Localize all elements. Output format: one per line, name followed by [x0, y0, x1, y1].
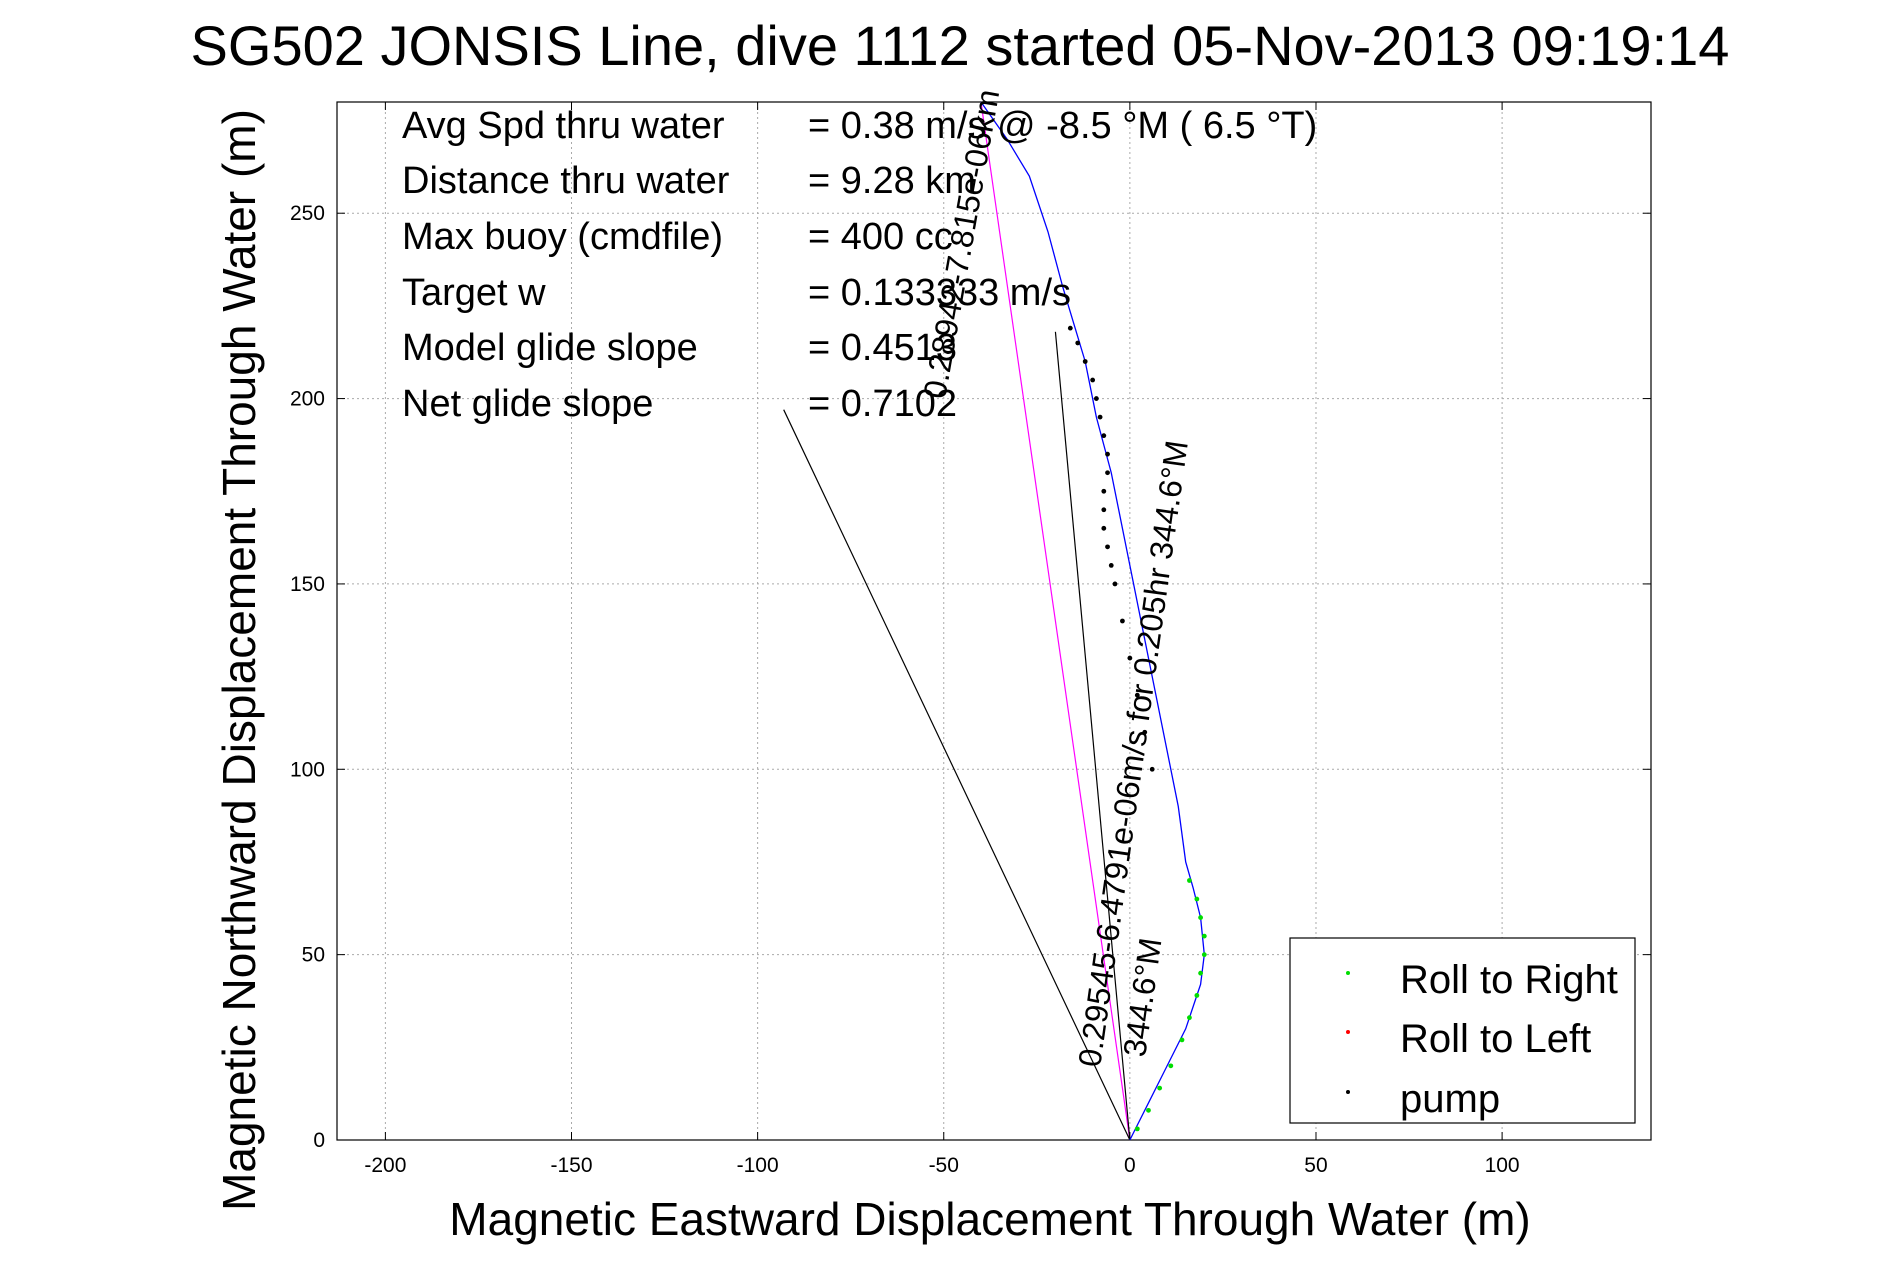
stat-value-net-slope: = 0.7102: [808, 383, 957, 425]
point-roll-to-right: [1157, 1085, 1163, 1091]
plot-area: [336, 101, 1652, 1141]
point-pump: [1101, 507, 1107, 513]
point-roll-to-right: [1168, 1063, 1174, 1069]
point-pump: [1082, 359, 1088, 364]
y-axis-label: Magnetic Northward Displacement Through …: [213, 109, 265, 1211]
reference-lines: [783, 101, 1131, 1141]
legend-marker-pump: [1346, 1090, 1350, 1094]
stat-label-net-slope: Net glide slope: [402, 383, 653, 425]
stat-label-model-slope: Model glide slope: [402, 327, 698, 369]
point-pump: [1108, 562, 1114, 568]
stat-value-buoy: = 400 cc: [808, 216, 953, 258]
point-roll-to-right: [1198, 915, 1203, 920]
point-pump: [1075, 340, 1081, 346]
point-roll-to-right: [1194, 993, 1200, 998]
x-tick-label: 0: [1124, 1154, 1136, 1177]
point-roll-to-right: [1187, 1015, 1192, 1021]
stat-value-target-w: = 0.133333 m/s: [808, 272, 1071, 314]
y-tick-label: 50: [302, 944, 325, 967]
point-pump: [1105, 451, 1110, 457]
point-pump: [1142, 729, 1148, 735]
x-tick-label: -200: [364, 1154, 406, 1177]
point-pump: [1149, 766, 1155, 772]
point-roll-to-right: [1201, 952, 1207, 958]
legend-marker-roll-left: [1346, 1030, 1350, 1034]
point-pump: [1127, 655, 1133, 661]
point-pump: [1097, 414, 1103, 420]
x-tick-label: 50: [1304, 1154, 1327, 1177]
stats-block: Avg Spd thru water = 0.38 m/s @ -8.5 °M …: [402, 105, 1317, 425]
point-roll-to-right: [1179, 1037, 1185, 1043]
y-tick-label: 150: [290, 573, 325, 596]
point-roll-to-right: [1187, 878, 1192, 883]
axis-ticks: -200 -150 -100 -50 0 50 100 0 50 100 150 200 250: [290, 102, 1651, 1177]
x-tick-label: -150: [550, 1154, 592, 1177]
y-tick-label: 200: [290, 388, 325, 411]
point-pump: [1112, 581, 1118, 587]
series-line-track: [980, 101, 1205, 1141]
stat-label-speed: Avg Spd thru water: [402, 105, 725, 147]
stat-label-target-w: Target w: [402, 272, 546, 314]
y-tick-label: 0: [313, 1129, 325, 1152]
point-roll-to-right: [1198, 970, 1203, 976]
legend-label-roll-left: Roll to Left: [1400, 1017, 1591, 1061]
point-pump: [1105, 470, 1110, 476]
legend-label-pump: pump: [1400, 1077, 1500, 1121]
stat-label-distance: Distance thru water: [402, 160, 730, 202]
point-pump: [1090, 377, 1096, 383]
x-tick-label: -50: [929, 1154, 959, 1177]
point-pump: [1093, 396, 1099, 401]
point-pump: [1067, 325, 1073, 331]
point-pump: [1134, 692, 1140, 698]
reference-line-heading-1: [980, 101, 1131, 1141]
y-tick-label: 100: [290, 758, 325, 781]
point-pump: [1101, 433, 1107, 439]
point-roll-to-right: [1194, 896, 1200, 902]
point-pump: [1120, 618, 1125, 624]
reference-line-glide-1: [783, 409, 1131, 1141]
point-pump: [1101, 525, 1107, 531]
stat-value-model-slope: = 0.4513: [808, 327, 957, 369]
chart-title: SG502 JONSIS Line, dive 1112 started 05-…: [191, 14, 1730, 77]
point-roll-to-right: [1146, 1107, 1151, 1113]
point-pump: [1105, 544, 1110, 550]
x-axis-label: Magnetic Eastward Displacement Through W…: [449, 1193, 1530, 1245]
stat-value-distance: = 9.28 km: [808, 160, 976, 202]
reference-line-glide-2: [1054, 331, 1131, 1141]
stat-label-buoy: Max buoy (cmdfile): [402, 216, 723, 258]
x-tick-label: 100: [1485, 1154, 1520, 1177]
legend: Roll to Right Roll to Left pump: [1289, 937, 1636, 1124]
series: [980, 101, 1207, 1141]
legend-marker-roll-right: [1346, 971, 1350, 975]
point-roll-to-right: [1201, 933, 1207, 939]
stat-value-speed: = 0.38 m/s @ -8.5 °M ( 6.5 °T): [808, 105, 1317, 147]
point-pump: [1101, 488, 1107, 494]
x-tick-label: -100: [737, 1154, 779, 1177]
legend-label-roll-right: Roll to Right: [1400, 958, 1618, 1002]
y-tick-label: 250: [290, 202, 325, 225]
point-roll-to-right: [1134, 1126, 1140, 1132]
